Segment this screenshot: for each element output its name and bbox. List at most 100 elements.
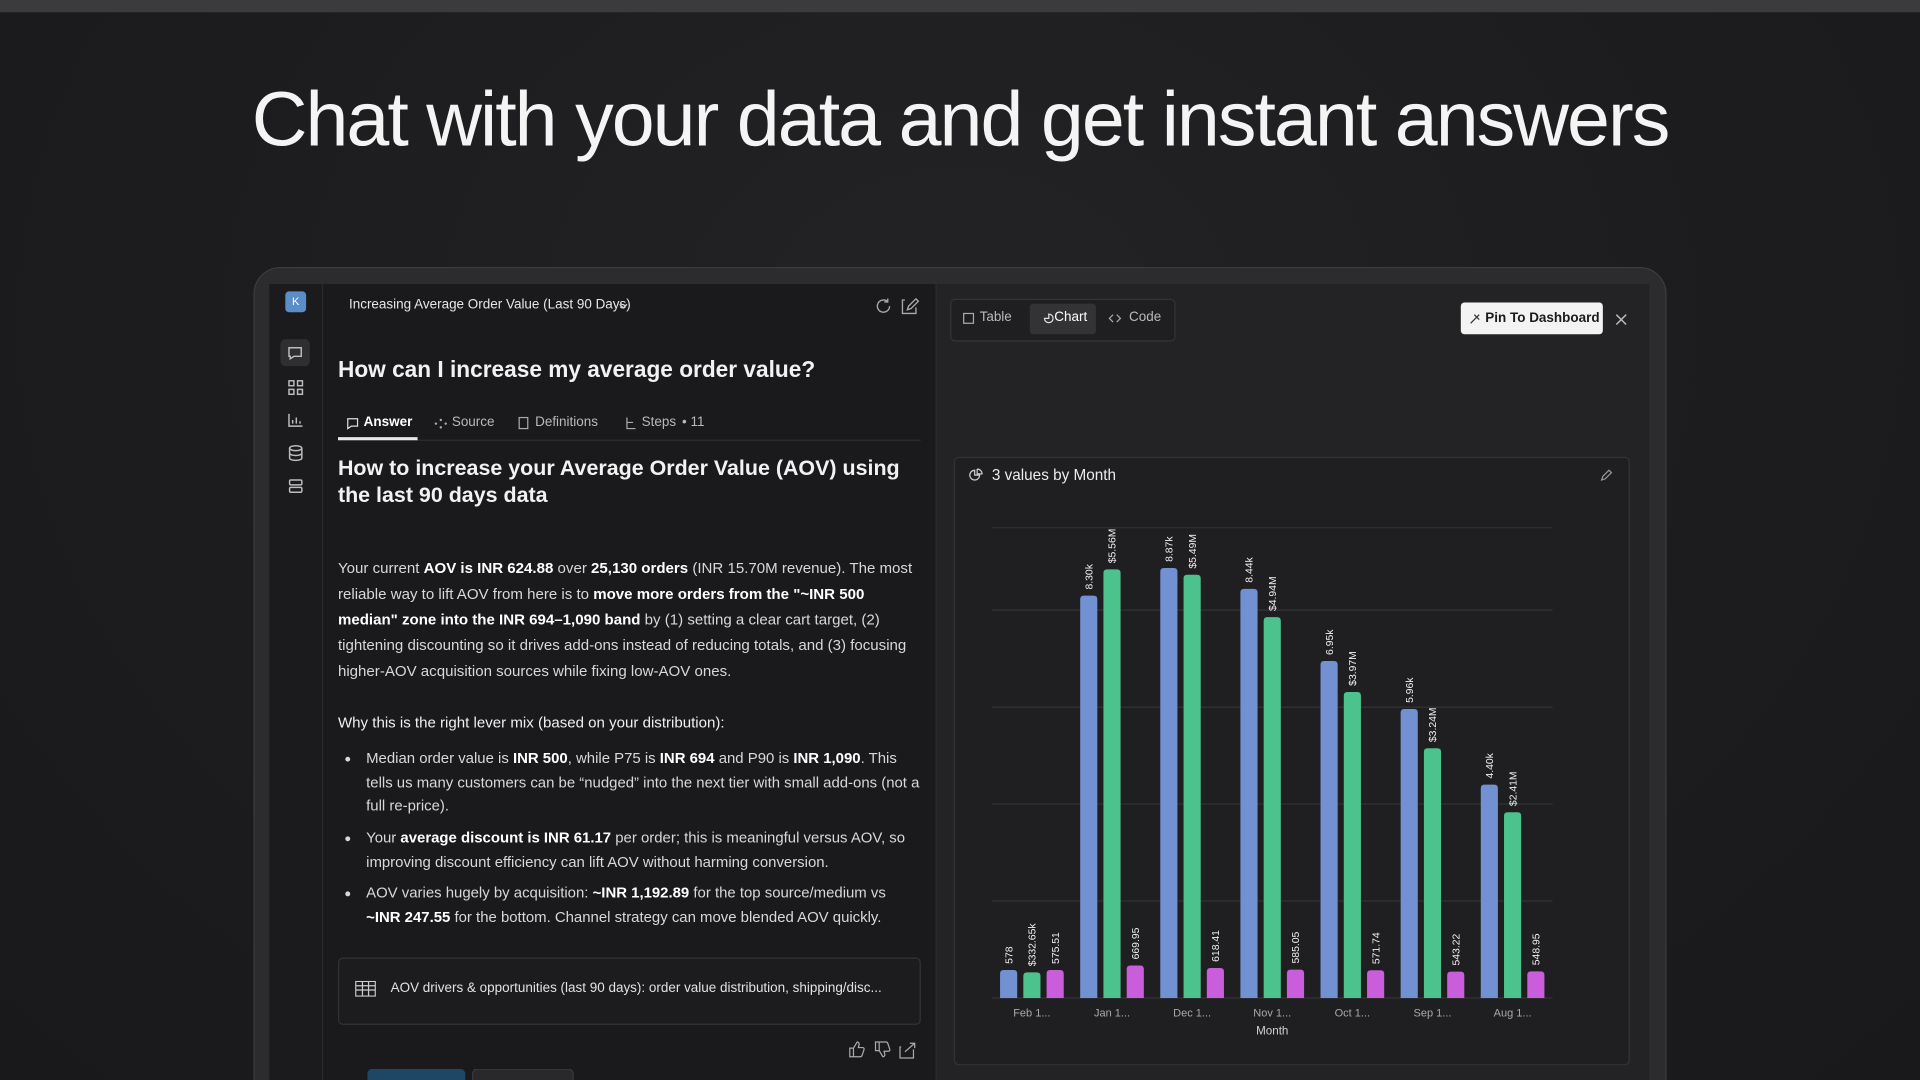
x-axis-label: Month [1256,1025,1288,1038]
code-view-tab[interactable]: Code [1128,309,1162,325]
table-icon [355,980,376,997]
pin-button[interactable]: Pin To Dashboard [1460,302,1603,335]
edit-chart-icon[interactable] [1599,468,1614,483]
value-label: $332.65k [1028,923,1039,967]
bar [1240,588,1258,998]
answer-heading: How to increase your Average Order Value… [337,455,900,507]
dropdown-chevron[interactable] [618,301,628,311]
table-view-icon [963,312,975,324]
bar [1206,967,1224,998]
bullet: Your average discount is INR 61.17 per o… [366,827,919,875]
chart-title: 3 values by Month [991,466,1117,484]
workspace-avatar[interactable]: K [285,291,307,313]
value-label: 8.87k [1165,536,1176,562]
answer-tab-bar [337,416,921,441]
answer-paragraph: Your current AOV is INR 624.88 over 25,1… [338,556,923,685]
bold-text: move more orders from the "~INR 500 medi… [337,585,865,629]
bar [1183,574,1201,998]
sidebar [269,284,324,1080]
header-actions [876,297,920,315]
chart-view-tab[interactable]: Chart [1054,309,1088,325]
partial-button[interactable] [367,1068,466,1080]
close-button[interactable] [1614,312,1629,327]
bar [1263,617,1281,998]
bar [1126,965,1144,998]
source-tab[interactable]: Source [451,415,495,430]
storage-icon[interactable] [288,479,303,493]
bar [1320,661,1338,998]
answer-icon [347,418,359,430]
partial-actions [367,1068,574,1080]
value-label: 4.40k [1485,752,1496,778]
active-icon-bg [280,339,310,367]
bar [1046,970,1064,998]
value-label: 543.22 [1451,934,1462,966]
bullet: Median order value is INR 500, while P75… [366,747,919,819]
value-label: 548.95 [1532,933,1543,965]
share-icon[interactable] [899,1042,916,1059]
refresh-icon[interactable] [876,298,891,313]
bar [1447,971,1465,998]
x-tick-label: Sep 1... [1413,1007,1451,1019]
headline: Chat with your data and get instant answ… [251,77,1671,163]
chat-panel [323,284,935,1080]
answer-subheading: Why this is the right lever mix (based o… [337,713,725,732]
bullet-dot [345,836,351,842]
bullet-dot [345,891,351,897]
value-label: $5.49M [1188,534,1199,569]
bar [1423,748,1442,998]
active-view-bg [1029,303,1096,335]
table-card-title[interactable]: AOV drivers & opportunities (last 90 day… [390,980,882,996]
text-run: Your current [337,559,424,577]
value-label: 8.30k [1084,563,1095,589]
value-label: $5.56M [1108,529,1119,564]
value-label: 618.41 [1211,930,1222,962]
x-tick-label: Dec 1... [1173,1007,1211,1019]
chat-icon[interactable] [288,347,302,361]
conversation-title[interactable]: Increasing Average Order Value (Last 90 … [348,297,631,313]
bar [1023,972,1041,998]
definitions-tab[interactable]: Definitions [535,415,598,430]
thumbs-up[interactable] [849,1041,865,1058]
value-label: 575.51 [1051,932,1062,964]
partial-button[interactable] [472,1068,574,1080]
value-label: 669.95 [1131,927,1142,959]
bold-text: average discount is INR 61.17 [400,828,612,847]
bar [1160,567,1178,998]
table-card[interactable] [337,957,921,1025]
bold-text: INR 1,090 [793,749,861,767]
bar [1504,812,1522,998]
bold-text: ~INR 1,192.89 [592,884,690,902]
x-tick-label: Aug 1... [1494,1007,1532,1019]
database-icon[interactable] [288,444,303,462]
text-run: over [553,559,592,577]
x-tick-label: Jan 1... [1094,1007,1130,1019]
value-label: 571.74 [1371,932,1382,964]
bar [1400,709,1418,998]
bullet-dot [345,756,351,762]
definitions-icon [518,416,529,430]
thumbs-down[interactable] [874,1041,891,1058]
text-run: per order; this is meaningful versus AOV… [366,828,906,871]
table-view-tab[interactable]: Table [979,309,1012,325]
bold-text: INR 694 [659,749,715,767]
steps-tab[interactable]: Steps [641,415,677,430]
apps-icon[interactable] [288,380,304,396]
edit-icon[interactable] [901,297,920,315]
bar [1527,971,1545,998]
value-label: 5.96k [1405,677,1416,703]
view-icons [963,312,1122,324]
text-run: (INR 15.70M revenue). The most reliable … [337,559,913,603]
bold-text: INR 500 [512,749,568,767]
text-run: for the top source/medium vs [689,884,886,902]
bar [1080,595,1098,998]
chart-title-icon [969,468,983,481]
feedback-actions [849,1041,916,1059]
value-label: $4.94M [1268,576,1279,611]
answer-tab[interactable]: Answer [363,415,413,430]
bar [1103,569,1121,998]
report-icon[interactable] [288,413,303,427]
top-bar [0,0,1920,13]
code-view-icon [1108,314,1122,323]
